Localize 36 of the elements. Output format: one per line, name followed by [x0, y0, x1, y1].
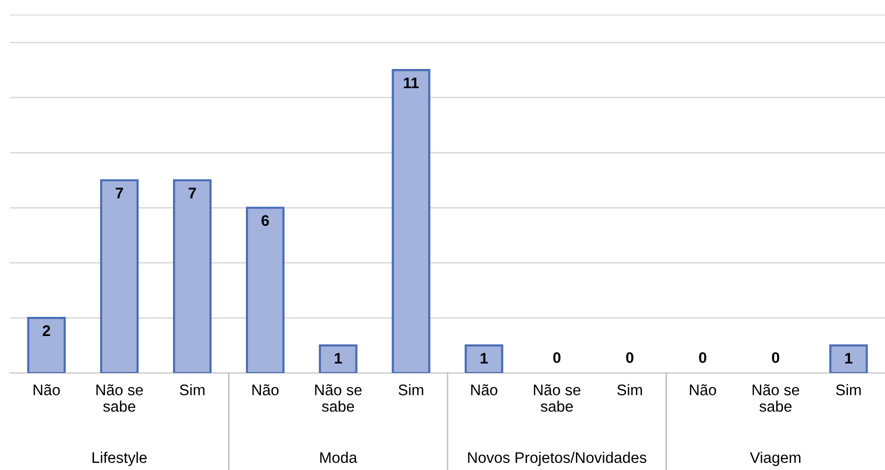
bar: [173, 179, 212, 373]
bar: [318, 344, 358, 373]
x-tick-label: Sim: [398, 384, 424, 396]
x-tick-label: Sim: [617, 384, 642, 396]
bar: [392, 69, 430, 373]
x-tick-label: Não: [34, 384, 60, 396]
text: Novos Projetos/Novidades: [468, 452, 646, 466]
x-tick-label: Sim: [836, 384, 861, 396]
x-tick-label: Não: [471, 384, 498, 396]
x-tick-label: Não: [690, 384, 716, 396]
bar: [829, 344, 868, 373]
text: Moda: [320, 452, 358, 463]
data-label: 1: [334, 352, 342, 364]
text: Lifestyle: [92, 452, 147, 466]
data-label: 6: [262, 215, 269, 226]
data-label: 0: [699, 352, 706, 364]
x-tick-label: Não se sabe: [96, 384, 143, 412]
x-tick-label: Não se sabe: [315, 384, 362, 412]
x-tick-label: Sim: [180, 384, 204, 396]
bar: [246, 206, 284, 373]
data-label: 1: [480, 352, 488, 364]
bar: [100, 179, 139, 373]
data-label: 0: [553, 352, 560, 364]
data-label: 2: [42, 325, 50, 336]
data-label: 1: [845, 352, 852, 364]
text: Viagem: [750, 452, 800, 466]
data-label: 0: [626, 352, 634, 364]
bar: [27, 316, 66, 373]
x-tick-label: Não se sabe: [534, 384, 580, 412]
data-label: 7: [188, 188, 196, 198]
x-tick-label: Não: [252, 384, 279, 396]
x-tick-label: Não se sabe: [752, 384, 800, 412]
data-label: 11: [404, 78, 419, 88]
bar: [464, 344, 504, 373]
data-label: 7: [116, 188, 123, 198]
data-label: 0: [772, 352, 780, 364]
